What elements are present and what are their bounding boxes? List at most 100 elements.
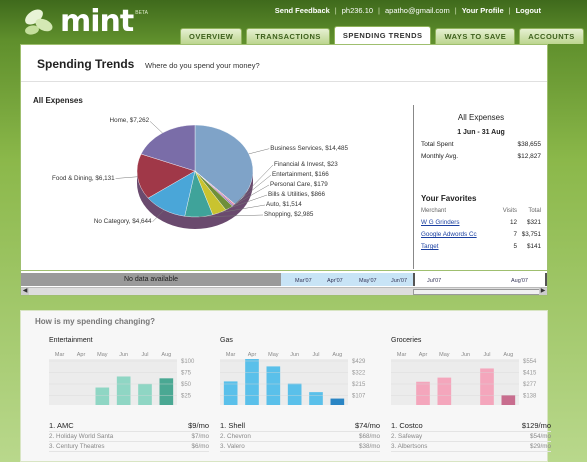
pie-slice-food-dining[interactable] — [136, 153, 196, 199]
pie-leader-line — [234, 174, 272, 206]
pie-slice-home[interactable] — [140, 124, 196, 172]
y-tick-label: $107 — [352, 394, 366, 400]
month-label-mar: Mar — [226, 352, 236, 358]
divider — [21, 81, 547, 82]
favorite-row: Target 5 $141 — [421, 243, 541, 250]
scroll-right-icon[interactable]: ▶ — [539, 288, 547, 295]
separator: | — [378, 6, 380, 15]
list-item[interactable]: 2. Safeway $54/mo — [391, 433, 551, 442]
monthly-avg-row: Monthly Avg. $12,827 — [421, 153, 541, 160]
bar-jul[interactable] — [309, 392, 323, 405]
list-item[interactable]: 3. Valero $38/mo — [220, 443, 380, 452]
list-item[interactable]: 1. Shell $74/mo — [220, 421, 380, 432]
logo-text: mint — [60, 4, 134, 39]
separator: | — [508, 6, 511, 15]
list-item[interactable]: 3. Albertsons $29/mo — [391, 443, 551, 452]
scroll-left-icon[interactable]: ◀ — [21, 288, 29, 295]
bar-may[interactable] — [437, 377, 452, 405]
merchant-name: Shell — [228, 421, 246, 430]
list-item[interactable]: 2. Chevron $68/mo — [220, 433, 380, 442]
month-label-apr: Apr — [248, 352, 257, 358]
spending-trends-panel: Spending Trends Where do you spend your … — [20, 44, 548, 296]
y-tick-label: $50 — [181, 382, 192, 388]
send-feedback-link[interactable]: Send Feedback — [274, 6, 330, 15]
merchant-amount: $6/mo — [191, 443, 209, 450]
bar-jun[interactable] — [116, 376, 131, 405]
pie-leader-line — [152, 209, 165, 222]
total-value: $141 — [526, 243, 541, 250]
bar-apr[interactable] — [245, 359, 259, 405]
pie-label-no-category: No Category, $4,644 — [93, 217, 152, 225]
groceries-bar-chart[interactable]: Mar Apr May Jun Jul Aug $554 $415 $277 $138 — [391, 349, 551, 415]
y-tick-label: $75 — [181, 371, 192, 377]
merchant-name: AMC — [56, 421, 74, 430]
timeline-month-label: Aug'07 — [511, 278, 528, 284]
bar-aug[interactable] — [501, 395, 516, 405]
merchant-name: Safeway — [398, 433, 423, 440]
entertainment-bar-chart[interactable]: Mar Apr May Jun Jul Aug $100 $75 $50 $25 — [49, 349, 209, 415]
pie-label-business-services: Business Services, $14,485 — [270, 144, 348, 152]
merchant-link[interactable]: Target — [421, 243, 439, 250]
list-item[interactable]: 1. AMC $9/mo — [49, 421, 209, 432]
page-subtitle: Where do you spend your money? — [145, 61, 260, 70]
tab-spending-trends[interactable]: SPENDING TRENDS — [333, 26, 432, 44]
summary-date-range: 1 Jun - 31 Aug — [457, 129, 505, 136]
merchant-link[interactable]: Google Adwords Cc — [421, 231, 477, 238]
expenses-pie-chart[interactable]: Business Services, $14,485 No Category, $… — [52, 109, 401, 259]
y-tick-label: $100 — [181, 359, 195, 365]
bar-jun[interactable] — [287, 383, 302, 405]
merchant-amount: $38/mo — [358, 443, 380, 450]
summary-title: All Expenses — [457, 113, 505, 122]
bar-apr[interactable] — [416, 381, 430, 405]
list-item[interactable]: 1. Costco $129/mo — [391, 421, 551, 432]
bar-may[interactable] — [266, 366, 281, 405]
pie-leader-line — [219, 204, 266, 213]
merchant-name: Holiday World Santa — [56, 433, 114, 440]
plot-background — [391, 359, 519, 405]
list-item[interactable]: 2. Holiday World Santa $7/mo — [49, 433, 209, 442]
y-tick-label: $215 — [352, 382, 366, 388]
bar-aug[interactable] — [330, 398, 345, 405]
tab-overview[interactable]: OVERVIEW — [180, 28, 243, 44]
month-label-mar: Mar — [55, 352, 65, 358]
total-spent-label: Total Spent — [421, 141, 454, 148]
merchant-link[interactable]: W G Grinders — [421, 219, 460, 226]
tab-transactions[interactable]: TRANSACTIONS — [246, 28, 330, 44]
timeline-scroll-thumb[interactable] — [413, 289, 547, 295]
bar-aug[interactable] — [159, 378, 174, 405]
tab-accounts[interactable]: ACCOUNTS — [519, 28, 584, 44]
merchant-amount: $9/mo — [188, 421, 209, 430]
month-label-jun: Jun — [461, 352, 470, 358]
bar-chart-svg: Mar Apr May Jun Jul Aug $429 $322 $215 $107 — [220, 352, 366, 405]
pie-leader-line — [198, 214, 264, 218]
date-range-timeline[interactable]: No data available Mar'07 Apr'07 May'07 J… — [20, 270, 548, 296]
bar-mar[interactable] — [223, 381, 238, 405]
your-profile-link[interactable]: Your Profile — [461, 6, 504, 15]
bar-jul[interactable] — [480, 368, 494, 405]
timeline-scrollbar[interactable]: ◀ ▶ — [21, 287, 547, 295]
favorites-title: Your Favorites — [421, 194, 477, 203]
pie-label-food-dining: Food & Dining, $6,131 — [51, 174, 115, 182]
y-tick-label: $415 — [523, 371, 537, 377]
timeline-history-region[interactable]: Mar'07 Apr'07 May'07 Jun'07 — [281, 273, 413, 286]
month-label-apr: Apr — [77, 352, 86, 358]
total-value: $3,751 — [521, 231, 541, 238]
logout-link[interactable]: Logout — [515, 6, 541, 15]
timeline-selected-range[interactable]: Jul'07 Aug'07 — [413, 273, 547, 286]
pie-leader-line — [149, 121, 163, 134]
gas-bar-chart[interactable]: Mar Apr May Jun Jul Aug $429 $322 $215 $107 — [220, 349, 380, 415]
tab-ways-to-save[interactable]: WAYS TO SAVE — [435, 28, 516, 44]
mint-logo[interactable]: mint BETA — [22, 4, 148, 40]
pie-slice-business-services[interactable] — [194, 124, 254, 205]
month-label-may: May — [439, 352, 450, 358]
mint-leaf-icon — [25, 9, 53, 35]
merchant-amount: $29/mo — [529, 443, 551, 450]
main-tabs: OVERVIEW TRANSACTIONS SPENDING TRENDS WA… — [180, 26, 584, 44]
pie-leader-line — [115, 176, 138, 179]
bar-jul[interactable] — [138, 383, 152, 405]
header: mint BETA Send Feedback | ph236.10 | apa… — [0, 0, 587, 46]
list-item[interactable]: 3. Century Theatres $6/mo — [49, 443, 209, 452]
bar-may[interactable] — [95, 387, 110, 405]
timeline-month-label: Jul'07 — [427, 278, 442, 284]
y-tick-label: $322 — [352, 371, 366, 377]
